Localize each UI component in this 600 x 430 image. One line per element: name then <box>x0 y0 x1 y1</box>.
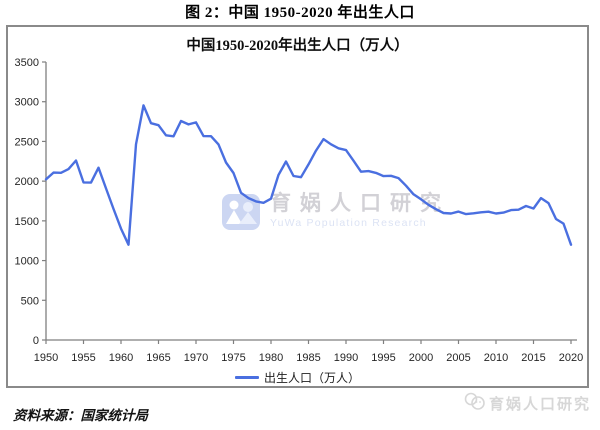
y-tick-label: 500 <box>21 295 39 307</box>
figure-border-box <box>6 25 589 388</box>
y-tick-label: 3000 <box>15 97 39 109</box>
x-tick-label: 1970 <box>184 352 208 364</box>
x-tick-label: 1955 <box>71 352 95 364</box>
x-tick-label: 2010 <box>484 352 508 364</box>
y-tick-label: 2000 <box>15 176 39 188</box>
page-title: 图 2：中国 1950-2020 年出生人口 <box>185 5 415 21</box>
chart-title: 中国1950-2020年出生人口（万人） <box>186 38 409 54</box>
chart-legend: 出生人口（万人） <box>6 369 589 386</box>
x-tick-label: 1980 <box>259 352 283 364</box>
yuwa-doodle-icon <box>464 392 486 414</box>
x-tick-label: 1950 <box>34 352 58 364</box>
center-watermark: 育娲人口研究 YuWa Population Research <box>221 193 450 236</box>
x-tick-label: 2000 <box>409 352 433 364</box>
y-tick-label: 3500 <box>15 57 39 69</box>
x-tick-label: 2015 <box>521 352 545 364</box>
center-watermark-cn: 育娲人口研究 <box>270 192 450 215</box>
x-tick-label: 1990 <box>334 352 358 364</box>
y-tick-label: 1500 <box>15 216 39 228</box>
source-note: 资料来源：国家统计局 <box>13 408 148 423</box>
legend-line-swatch <box>234 376 259 379</box>
corner-watermark: 育娲人口研究 <box>464 392 591 414</box>
yuwa-people-logo-icon <box>221 193 261 236</box>
x-tick-label: 1995 <box>371 352 395 364</box>
y-tick-label: 0 <box>33 335 39 347</box>
x-tick-label: 1985 <box>296 352 320 364</box>
x-tick-label: 1960 <box>109 352 133 364</box>
birth-line <box>44 104 573 246</box>
y-tick-label: 2500 <box>15 136 39 148</box>
x-tick-label: 1975 <box>221 352 245 364</box>
x-tick-label: 1965 <box>146 352 170 364</box>
legend-label: 出生人口（万人） <box>263 371 360 385</box>
x-tick-label: 2005 <box>446 352 470 364</box>
y-tick-label: 1000 <box>15 256 39 268</box>
x-tick-label: 2020 <box>559 352 583 364</box>
center-watermark-en: YuWa Population Research <box>270 217 427 229</box>
corner-watermark-text: 育娲人口研究 <box>488 395 591 413</box>
